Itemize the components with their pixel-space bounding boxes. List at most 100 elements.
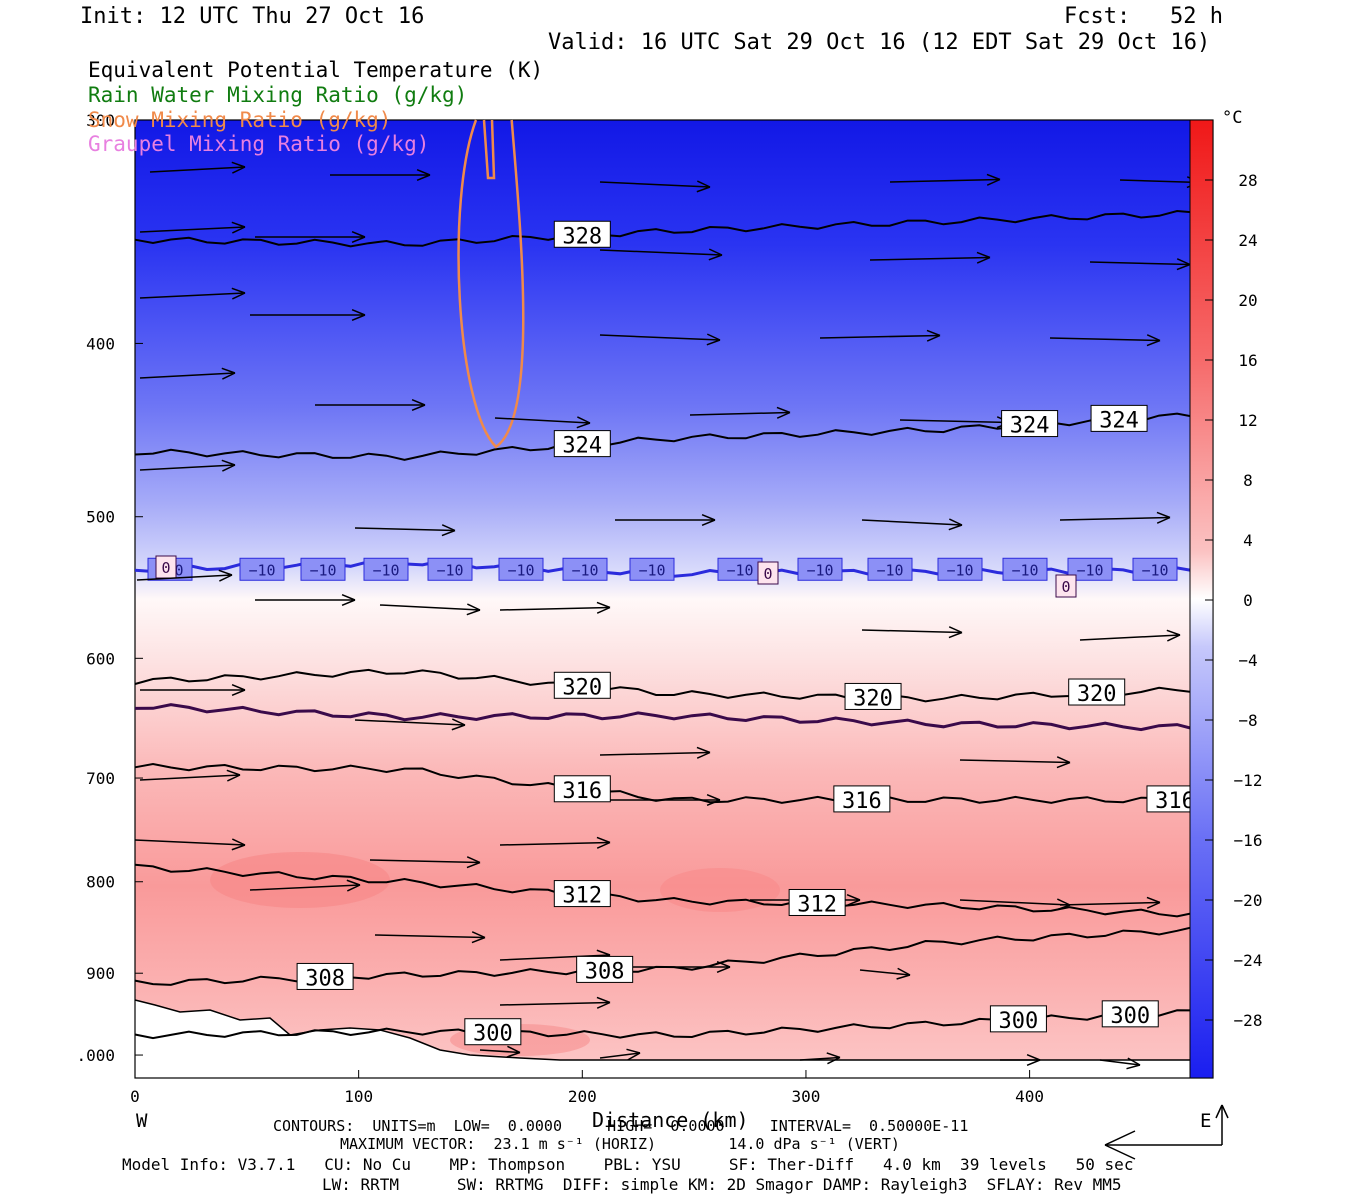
wind-vector (1119, 179, 1201, 184)
wind-vector-head (471, 931, 486, 944)
snow-contour-line (457, 119, 525, 449)
wind-vector-head (351, 308, 366, 322)
wind-vector-head (416, 168, 431, 182)
contour-label: 308 (585, 959, 625, 984)
colorbar-tick-label: 28 (1238, 171, 1257, 190)
wind-vector (1089, 261, 1191, 266)
wind-vector (354, 719, 466, 726)
wind-vector (599, 751, 711, 756)
vector-key (1104, 1104, 1229, 1160)
colorbar-tick-label: −16 (1234, 831, 1263, 850)
wind-vector-head (596, 996, 611, 1009)
wind-vectors (134, 161, 1201, 1070)
contour-label-box (553, 220, 611, 248)
wind-vector (959, 899, 1071, 906)
wind-vector (499, 1001, 611, 1006)
wind-vector-head (1146, 896, 1161, 909)
wind-vector (134, 839, 246, 846)
x-axis: 0 100 200 300 400 (130, 1070, 1044, 1106)
wind-vector-head (776, 406, 791, 419)
wind-vector (499, 954, 611, 961)
contour-label-box (788, 888, 846, 916)
contour-label-box (1001, 410, 1059, 438)
isotherm-label-box (1132, 557, 1178, 581)
x-tick-label: 400 (1015, 1087, 1044, 1106)
contour-label: 328 (562, 224, 602, 249)
contour-label-box (833, 785, 891, 813)
init-time: Init: 12 UTC Thu 27 Oct 16 (80, 4, 425, 29)
contours-info: CONTOURS: UNITS=m LOW= 0.0000 HIGH= 0.00… (273, 1117, 969, 1135)
theta-e-line-328 (134, 209, 1214, 248)
wind-vector (859, 969, 911, 976)
wind-vector-head (231, 161, 246, 174)
contour-label-box (989, 1005, 1047, 1033)
wind-vector-head (451, 718, 466, 731)
isotherm-label: −10 (436, 561, 463, 579)
legend-rain: Rain Water Mixing Ratio (g/kg) (88, 83, 468, 107)
wind-vector (139, 226, 246, 233)
colorbar (1189, 119, 1214, 1079)
x-tick-label: 300 (792, 1087, 821, 1106)
wind-vector-head (1166, 629, 1181, 642)
terrain-outline (134, 999, 1190, 1061)
wind-vector-head (1146, 334, 1161, 347)
wind-vector (1099, 1059, 1141, 1066)
y-axis: 300 400 500 600 700 800 900 .000 (76, 111, 143, 1065)
wind-vector (1079, 634, 1181, 641)
isotherm-label-box (363, 557, 409, 581)
wind-vector-head (351, 230, 366, 244)
isotherm-label-box (629, 557, 675, 581)
contour-label: 324 (1010, 414, 1050, 439)
wind-vector-head (221, 367, 236, 380)
wind-vector (369, 859, 481, 864)
y-tick-label: 700 (86, 769, 115, 788)
y-tick-label: 500 (86, 508, 115, 527)
wind-vector-head (1026, 1053, 1041, 1067)
wind-vector (799, 1056, 841, 1061)
y-tick-label: .000 (76, 1046, 115, 1065)
y-tick-label: 600 (86, 649, 115, 668)
contour-label-box (553, 430, 611, 458)
colorbar-tick-label: 12 (1238, 411, 1257, 430)
contour-label: 320 (1077, 682, 1117, 707)
wind-vector-head (706, 333, 721, 346)
forecast-hour: Fcst: 52 h (1064, 4, 1223, 29)
wind-vector (499, 606, 611, 611)
wind-vector (599, 249, 723, 256)
isotherm-label: −10 (638, 561, 665, 579)
contour-label: 300 (1110, 1004, 1150, 1029)
contour-label-box (844, 682, 902, 710)
wind-vector-head (466, 603, 481, 616)
colorbar-tick-label: −20 (1234, 891, 1263, 910)
contour-label-box (576, 955, 634, 983)
wind-vector-head (411, 398, 426, 412)
colorbar-tick-label: 20 (1238, 291, 1257, 310)
contour-label: 308 (305, 966, 345, 991)
wind-vector-head (976, 251, 991, 264)
wind-vector (861, 519, 963, 526)
colorbar-tick-label: 24 (1238, 231, 1257, 250)
contour-label: 312 (562, 884, 602, 909)
wind-vector-head (1156, 511, 1171, 524)
isotherm-label: −10 (248, 561, 275, 579)
wind-vector-head (708, 248, 723, 261)
isotherm-label-box (300, 557, 346, 581)
y-tick-label: 300 (86, 111, 115, 130)
isotherm-lines: −10 −10 −10 −10 −10 −10 −10 −10 −10 −10 −10 −10 −10 −… (134, 555, 1214, 732)
wind-vector (249, 884, 361, 891)
model-info-2: LW: RRTM SW: RRTMG DIFF: simple KM: 2D S… (322, 1175, 1122, 1194)
wind-vector-head (696, 746, 711, 759)
wind-vector-head (506, 1045, 521, 1058)
contour-label: 316 (562, 779, 602, 804)
contour-label: 312 (797, 892, 837, 917)
wind-vector (599, 334, 721, 341)
contour-label: 316 (1155, 789, 1195, 814)
wind-vector-head (1126, 1057, 1141, 1070)
model-info: Model Info: V3.7.1 CU: No Cu MP: Thompso… (122, 1155, 1134, 1174)
isotherm-label: −10 (1076, 561, 1103, 579)
theta-e-line-320 (134, 668, 1214, 703)
wind-vector-head (231, 221, 246, 234)
isotherm-label: −10 (1011, 561, 1038, 579)
warm-core (210, 852, 390, 908)
